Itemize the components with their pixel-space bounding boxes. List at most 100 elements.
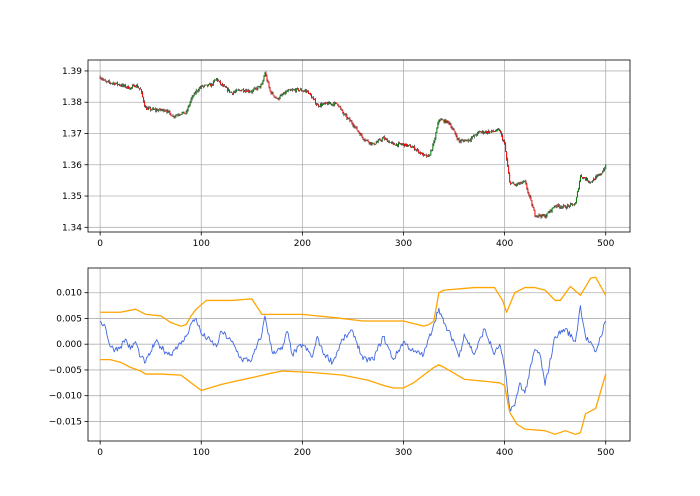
price-y-tick-label: 1.34	[62, 223, 82, 233]
candle-body	[269, 87, 271, 92]
candle-body	[277, 98, 279, 100]
candle-body	[476, 132, 478, 136]
candle-body	[507, 159, 509, 167]
candle-body	[378, 139, 380, 141]
candle-body	[324, 103, 326, 104]
candle-body	[581, 177, 583, 179]
candle-body	[415, 149, 417, 151]
candle-body	[102, 79, 104, 80]
candle-body	[453, 129, 455, 131]
candle-body	[440, 119, 442, 121]
candle-body	[593, 178, 595, 182]
candle-body	[470, 138, 472, 141]
candle-body	[104, 79, 106, 82]
candle-body	[579, 175, 581, 182]
candle-body	[174, 116, 176, 117]
candle-body	[380, 140, 382, 141]
candle-body	[255, 88, 257, 89]
candle-body	[406, 143, 408, 147]
indicator-y-tick-label: −0.010	[49, 392, 83, 402]
candle-body	[468, 139, 470, 141]
candle-body	[264, 72, 266, 77]
candle-body	[237, 89, 239, 91]
candle-body	[489, 131, 491, 133]
candle-body	[110, 83, 112, 84]
candle-body	[101, 78, 103, 80]
candle-body	[205, 84, 207, 86]
candle-body	[250, 91, 252, 93]
candle-body	[560, 206, 562, 208]
candle-body	[375, 142, 377, 145]
candle-body	[583, 177, 585, 179]
candle-body	[452, 128, 454, 130]
candle-body	[227, 87, 229, 91]
candle-body	[598, 175, 600, 176]
candle-body	[475, 135, 477, 136]
price-y-tick-label: 1.39	[62, 67, 82, 77]
candle-body	[370, 142, 372, 145]
candle-body	[545, 215, 547, 218]
candle-body	[578, 181, 580, 189]
indicator-chart-ticks: 0 100 200 300 400 500 −0.015 −0.010 −0.005 0.000 0…	[49, 289, 615, 458]
candle-body	[431, 149, 433, 151]
candle-body	[513, 182, 515, 185]
candle-body	[331, 103, 333, 105]
candle-body	[296, 88, 298, 90]
candle-body	[396, 144, 398, 146]
candle-body	[325, 102, 327, 104]
candle-body	[126, 86, 128, 88]
candle-body	[109, 82, 111, 84]
candle-body	[146, 107, 148, 110]
price-y-tick-label: 1.35	[62, 192, 82, 202]
candle-body	[390, 142, 392, 144]
candle-body	[427, 155, 429, 157]
candle-body	[178, 114, 180, 116]
indicator-chart-panel: 0 100 200 300 400 500 −0.015 −0.010 −0.005 0.000 0…	[49, 267, 631, 458]
candle-body	[273, 95, 275, 97]
candle-body	[128, 88, 130, 90]
candle-body	[473, 134, 475, 137]
candle-body	[212, 81, 214, 85]
candle-body	[510, 181, 512, 184]
candle-body	[371, 143, 373, 145]
candle-body	[234, 91, 236, 93]
candle-body	[434, 138, 436, 142]
candle-body	[414, 146, 416, 150]
candle-body	[246, 90, 248, 92]
candle-body	[417, 149, 419, 151]
candle-body	[543, 215, 545, 216]
candle-body	[376, 141, 378, 143]
candle-body	[100, 78, 102, 80]
indicator-chart-lines	[99, 276, 607, 435]
candle-body	[365, 139, 367, 141]
price-x-tick-label: 300	[395, 239, 412, 249]
candle-body	[149, 107, 151, 109]
candle-body	[113, 82, 115, 85]
candle-body	[457, 138, 459, 140]
candle-body	[466, 139, 468, 142]
indicator-x-tick-label: 300	[395, 448, 412, 458]
candle-body	[576, 191, 578, 198]
candle-body	[382, 137, 384, 139]
candle-body	[538, 214, 540, 217]
candle-body	[575, 197, 577, 204]
candle-body	[320, 104, 322, 107]
candle-body	[208, 84, 210, 85]
candle-body	[346, 115, 348, 119]
candle-body	[261, 83, 263, 85]
candle-body	[429, 155, 431, 156]
candle-body	[120, 85, 122, 87]
candle-body	[479, 131, 481, 133]
candle-body	[421, 152, 423, 154]
candle-body	[555, 205, 557, 207]
candle-body	[282, 94, 284, 95]
candle-body	[194, 93, 196, 94]
candle-body	[360, 134, 362, 136]
candle-body	[187, 106, 189, 111]
candle-body	[260, 84, 262, 88]
candle-body	[276, 98, 278, 99]
candle-body	[307, 90, 309, 94]
candle-body	[449, 123, 451, 125]
candle-body	[345, 114, 347, 116]
candle-body	[241, 90, 243, 92]
